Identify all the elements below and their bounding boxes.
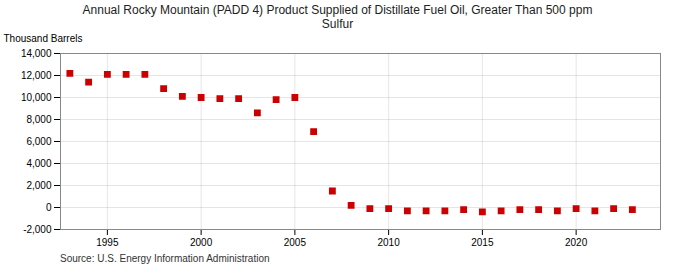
svg-text:2005: 2005 [284, 237, 307, 248]
svg-text:2,000: 2,000 [26, 180, 51, 191]
svg-text:-2,000: -2,000 [23, 224, 52, 235]
svg-text:12,000: 12,000 [21, 70, 52, 81]
svg-text:2000: 2000 [190, 237, 213, 248]
svg-text:2020: 2020 [565, 237, 588, 248]
svg-text:8,000: 8,000 [26, 114, 51, 125]
svg-text:2015: 2015 [471, 237, 494, 248]
svg-text:0: 0 [46, 202, 52, 213]
svg-text:10,000: 10,000 [21, 92, 52, 103]
svg-text:4,000: 4,000 [26, 158, 51, 169]
svg-text:14,000: 14,000 [21, 48, 52, 59]
html-text:Source: U.S. Energy Informatio: Source: U.S. Energy Information Administ… [60, 253, 270, 264]
svg-text:2010: 2010 [378, 237, 401, 248]
html-text:Annual Rocky Mountain (PADD 4): Annual Rocky Mountain (PADD 4) Product S… [82, 3, 593, 31]
svg-text:Thousand Barrels: Thousand Barrels [4, 33, 83, 44]
svg-text:1995: 1995 [96, 237, 119, 248]
svg-text:6,000: 6,000 [26, 136, 51, 147]
